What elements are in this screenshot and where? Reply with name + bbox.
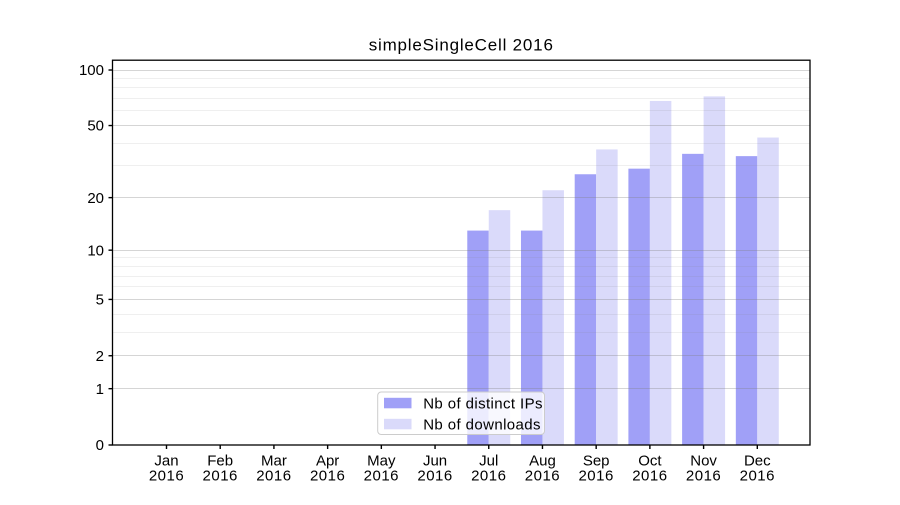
svg-text:2016: 2016 bbox=[364, 468, 399, 485]
svg-text:Mar: Mar bbox=[261, 452, 287, 469]
svg-text:Nb of distinct IPs: Nb of distinct IPs bbox=[423, 395, 543, 412]
svg-text:2: 2 bbox=[96, 348, 104, 365]
svg-text:100: 100 bbox=[79, 62, 104, 79]
svg-text:Nb of downloads: Nb of downloads bbox=[423, 416, 541, 433]
svg-text:20: 20 bbox=[87, 190, 104, 207]
svg-text:Feb: Feb bbox=[207, 452, 233, 469]
svg-text:2016: 2016 bbox=[203, 468, 238, 485]
svg-text:2016: 2016 bbox=[525, 468, 560, 485]
svg-text:50: 50 bbox=[87, 118, 104, 135]
svg-text:2016: 2016 bbox=[740, 468, 775, 485]
svg-text:simpleSingleCell 2016: simpleSingleCell 2016 bbox=[369, 35, 554, 54]
svg-text:Apr: Apr bbox=[316, 452, 339, 469]
svg-text:2016: 2016 bbox=[149, 468, 184, 485]
svg-text:0: 0 bbox=[96, 437, 104, 454]
svg-text:Dec: Dec bbox=[744, 452, 771, 469]
svg-text:May: May bbox=[367, 452, 396, 469]
svg-text:2016: 2016 bbox=[417, 468, 452, 485]
svg-text:Jan: Jan bbox=[154, 452, 178, 469]
svg-text:2016: 2016 bbox=[471, 468, 506, 485]
svg-text:5: 5 bbox=[96, 292, 104, 309]
svg-text:Aug: Aug bbox=[529, 452, 556, 469]
svg-text:10: 10 bbox=[87, 242, 104, 259]
svg-text:2016: 2016 bbox=[310, 468, 345, 485]
svg-text:Jul: Jul bbox=[479, 452, 498, 469]
svg-text:Jun: Jun bbox=[423, 452, 447, 469]
svg-text:1: 1 bbox=[96, 381, 104, 398]
svg-text:Sep: Sep bbox=[583, 452, 610, 469]
svg-text:2016: 2016 bbox=[256, 468, 291, 485]
svg-text:2016: 2016 bbox=[632, 468, 667, 485]
svg-text:2016: 2016 bbox=[686, 468, 721, 485]
svg-text:2016: 2016 bbox=[578, 468, 613, 485]
svg-text:Nov: Nov bbox=[690, 452, 717, 469]
svg-text:Oct: Oct bbox=[638, 452, 662, 469]
